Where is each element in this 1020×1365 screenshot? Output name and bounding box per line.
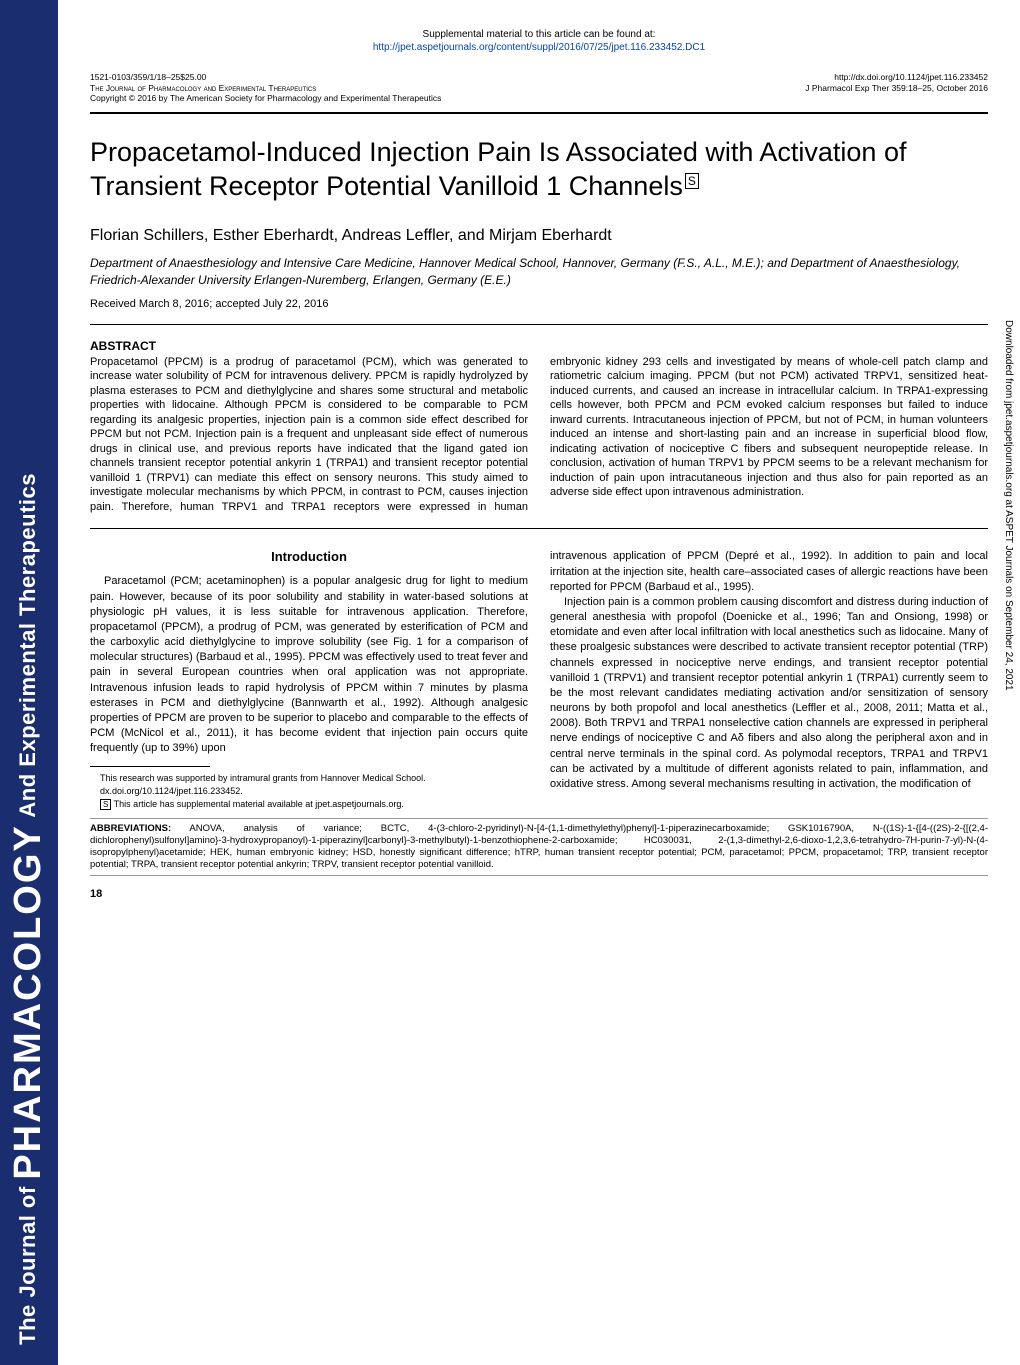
supplemental-link[interactable]: http://jpet.aspetjournals.org/content/su…	[373, 42, 705, 53]
page-number: 18	[90, 888, 988, 900]
article-dates: Received March 8, 2016; accepted July 22…	[90, 298, 988, 310]
intro-left-p1: Paracetamol (PCM; acetaminophen) is a po…	[90, 574, 528, 756]
body-columns: Introduction Paracetamol (PCM; acetamino…	[90, 543, 988, 811]
sidebar-line3: And Experimental Therapeutics	[15, 473, 40, 818]
footnote-doi: dx.doi.org/10.1124/jpet.116.233452.	[90, 786, 528, 798]
footnote-supplement: S This article has supplemental material…	[90, 799, 528, 811]
sidebar-line1: The Journal of	[15, 1186, 40, 1345]
abbrev-label: ABBREVIATIONS:	[90, 823, 171, 834]
intro-right-p2: Injection pain is a common problem causi…	[550, 595, 988, 792]
footnote-rule	[90, 766, 210, 767]
article-title: Propacetamol-Induced Injection Pain Is A…	[90, 136, 988, 204]
sidebar-line2: PHARMACOLOGY	[7, 824, 49, 1179]
abstract-text: Propacetamol (PPCM) is a prodrug of para…	[90, 355, 988, 515]
footnote-funding: This research was supported by intramura…	[90, 773, 528, 785]
intro-right-p1: intravenous application of PPCM (Depré e…	[550, 549, 988, 595]
header-rule	[90, 112, 988, 114]
journal-name-line: The Journal of Pharmacology and Experime…	[90, 83, 441, 94]
supplement-badge: S	[685, 173, 699, 189]
supplemental-notice: Supplemental material to this article ca…	[90, 28, 988, 54]
intro-right-text: intravenous application of PPCM (Depré e…	[550, 549, 988, 792]
footnote-supplement-text: This article has supplemental material a…	[111, 799, 404, 809]
rule-after-abstract	[90, 528, 988, 529]
intro-left-text: Paracetamol (PCM; acetaminophen) is a po…	[90, 574, 528, 756]
header-meta: 1521-0103/359/1/18–25$25.00 The Journal …	[90, 72, 988, 104]
supplement-s-box: S	[100, 799, 111, 811]
sidebar-journal-name: The Journal of PHARMACOLOGY And Experime…	[6, 473, 52, 1345]
footnotes: This research was supported by intramura…	[90, 773, 528, 811]
right-column: intravenous application of PPCM (Depré e…	[550, 543, 988, 811]
supplemental-text: Supplemental material to this article ca…	[423, 29, 656, 40]
affiliations: Department of Anaesthesiology and Intens…	[90, 255, 988, 287]
issn-price: 1521-0103/359/1/18–25$25.00	[90, 72, 441, 83]
title-text: Propacetamol-Induced Injection Pain Is A…	[90, 137, 906, 201]
header-right: http://dx.doi.org/10.1124/jpet.116.23345…	[805, 72, 988, 104]
authors: Florian Schillers, Esther Eberhardt, And…	[90, 227, 988, 245]
left-column: Introduction Paracetamol (PCM; acetamino…	[90, 543, 528, 811]
abstract-heading: ABSTRACT	[90, 339, 988, 353]
copyright-line: Copyright © 2016 by The American Society…	[90, 93, 441, 104]
abbreviations-block: ABBREVIATIONS: ANOVA, analysis of varian…	[90, 818, 988, 877]
header-left: 1521-0103/359/1/18–25$25.00 The Journal …	[90, 72, 441, 104]
citation-line: J Pharmacol Exp Ther 359:18–25, October …	[805, 83, 988, 94]
doi-url: http://dx.doi.org/10.1124/jpet.116.23345…	[805, 72, 988, 83]
abbrev-text: ANOVA, analysis of variance; BCTC, 4-(3-…	[90, 823, 988, 870]
introduction-heading: Introduction	[90, 549, 528, 564]
journal-sidebar: The Journal of PHARMACOLOGY And Experime…	[0, 0, 58, 1365]
rule-before-abstract	[90, 324, 988, 325]
main-content: Supplemental material to this article ca…	[58, 0, 1020, 920]
